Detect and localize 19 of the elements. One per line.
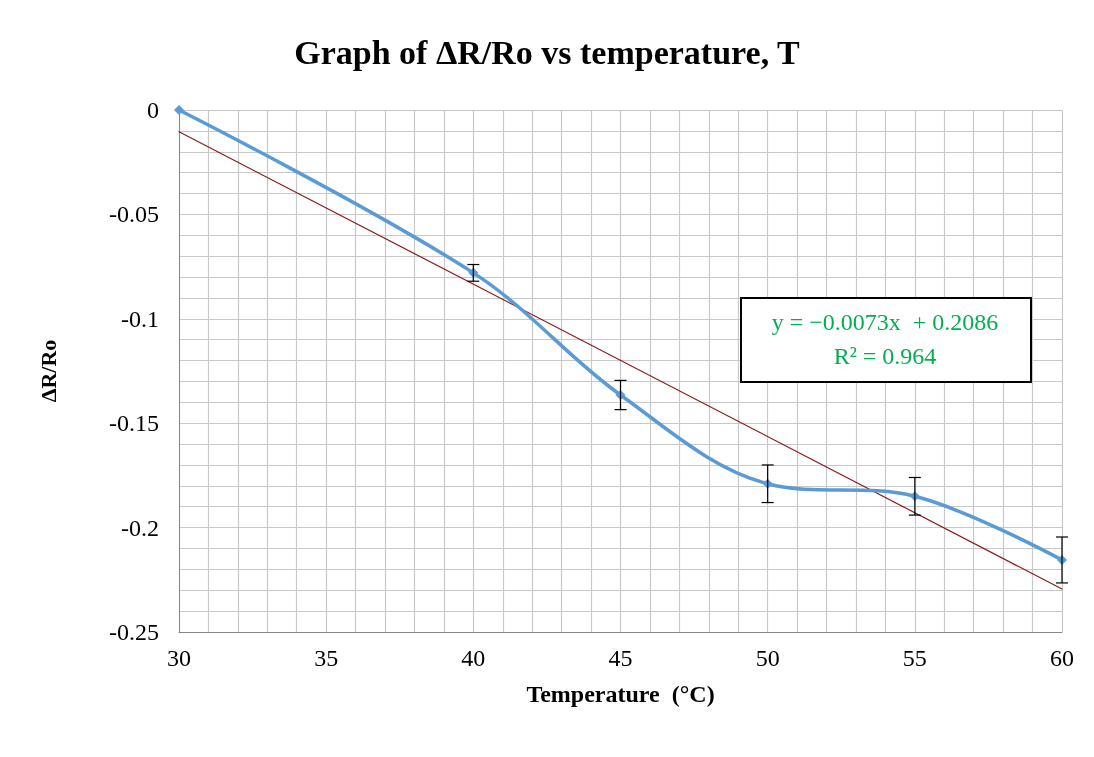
- y-tick-label: -0.05: [109, 201, 159, 228]
- y-tick-label: -0.1: [121, 305, 159, 332]
- y-tick-label: -0.15: [109, 410, 159, 437]
- annotation: R² = 0.964: [833, 343, 937, 369]
- x-tick-label: 30: [167, 645, 191, 671]
- x-tick-label: 35: [314, 645, 339, 671]
- x-tick-label: 40: [461, 645, 486, 671]
- x-tick-label: 60: [1050, 645, 1074, 671]
- annotation: y = −0.0073x + 0.2086: [771, 309, 999, 335]
- y-tick-label: 0: [147, 97, 159, 123]
- chart-title: Graph of ΔR/Ro vs temperature, T: [294, 33, 801, 71]
- y-axis-title: ΔR/Ro: [35, 339, 61, 403]
- x-tick-label: 55: [902, 645, 927, 671]
- x-tick-label: 50: [755, 645, 780, 671]
- y-tick-label: -0.25: [109, 619, 159, 645]
- x-axis-title: Temperature (°C): [526, 681, 715, 707]
- y-tick-label: -0.2: [121, 514, 159, 541]
- x-tick-label: 45: [608, 645, 633, 671]
- point: [174, 105, 184, 115]
